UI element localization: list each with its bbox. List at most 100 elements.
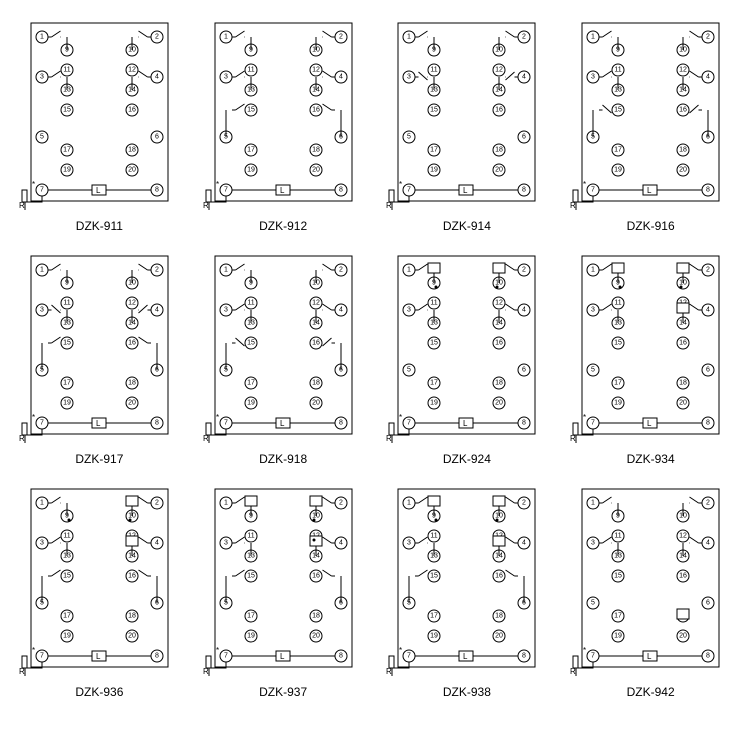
- model-label: DZK-914: [443, 219, 491, 233]
- svg-text:15: 15: [430, 573, 438, 580]
- svg-text:1: 1: [591, 34, 595, 41]
- svg-text:7: 7: [591, 187, 595, 194]
- svg-text:18: 18: [495, 613, 503, 620]
- svg-text:20: 20: [312, 633, 320, 640]
- svg-text:1: 1: [591, 267, 595, 274]
- svg-text:*: *: [399, 413, 402, 422]
- diagram-svg: 1357246891113151719101214161820R*L: [201, 481, 366, 681]
- svg-text:16: 16: [679, 107, 687, 114]
- svg-text:*: *: [32, 413, 35, 422]
- svg-text:6: 6: [522, 367, 526, 374]
- svg-text:11: 11: [63, 300, 70, 307]
- svg-text:8: 8: [706, 187, 710, 194]
- svg-text:20: 20: [495, 167, 503, 174]
- svg-text:19: 19: [247, 167, 255, 174]
- relay-diagram: 1357246891113151719101214161820R*LDZK-93…: [199, 481, 368, 699]
- svg-text:3: 3: [407, 540, 411, 547]
- svg-text:17: 17: [63, 613, 71, 620]
- svg-text:18: 18: [679, 147, 687, 154]
- svg-text:2: 2: [339, 34, 343, 41]
- svg-text:1: 1: [224, 267, 228, 274]
- svg-text:16: 16: [679, 573, 687, 580]
- svg-text:3: 3: [407, 74, 411, 81]
- svg-text:L: L: [463, 186, 468, 195]
- svg-text:*: *: [216, 646, 219, 655]
- svg-text:L: L: [280, 419, 285, 428]
- svg-text:2: 2: [522, 34, 526, 41]
- svg-text:20: 20: [312, 167, 320, 174]
- svg-text:5: 5: [407, 134, 411, 141]
- relay-diagram: 1357246891113151719101214161820R*LDZK-91…: [566, 15, 735, 233]
- relay-diagram: 1357246891113151719101214161820R*LDZK-91…: [15, 15, 184, 233]
- svg-text:16: 16: [312, 340, 320, 347]
- svg-text:4: 4: [706, 540, 710, 547]
- svg-text:1: 1: [40, 500, 44, 507]
- svg-text:7: 7: [591, 420, 595, 427]
- svg-text:8: 8: [155, 420, 159, 427]
- svg-text:16: 16: [495, 573, 503, 580]
- svg-text:8: 8: [339, 420, 343, 427]
- svg-text:8: 8: [522, 420, 526, 427]
- diagram-svg: 1357246891113151719101214161820R*L: [384, 15, 549, 215]
- svg-text:1: 1: [40, 267, 44, 274]
- svg-text:*: *: [399, 180, 402, 189]
- svg-text:1: 1: [407, 34, 411, 41]
- svg-text:2: 2: [706, 34, 710, 41]
- svg-text:20: 20: [679, 633, 687, 640]
- svg-text:20: 20: [128, 400, 136, 407]
- svg-text:2: 2: [339, 500, 343, 507]
- svg-text:11: 11: [247, 533, 254, 540]
- model-label: DZK-924: [443, 452, 491, 466]
- svg-text:*: *: [583, 180, 586, 189]
- svg-text:7: 7: [40, 420, 44, 427]
- model-label: DZK-917: [75, 452, 123, 466]
- svg-text:L: L: [280, 186, 285, 195]
- svg-text:19: 19: [63, 400, 71, 407]
- svg-text:20: 20: [128, 633, 136, 640]
- svg-text:1: 1: [407, 267, 411, 274]
- model-label: DZK-934: [627, 452, 675, 466]
- svg-text:1: 1: [224, 34, 228, 41]
- svg-text:L: L: [647, 419, 652, 428]
- svg-text:3: 3: [40, 540, 44, 547]
- svg-text:17: 17: [614, 147, 622, 154]
- svg-text:3: 3: [591, 540, 595, 547]
- svg-text:16: 16: [679, 340, 687, 347]
- svg-text:19: 19: [430, 400, 438, 407]
- svg-text:17: 17: [430, 613, 438, 620]
- svg-text:4: 4: [339, 540, 343, 547]
- svg-text:19: 19: [614, 633, 622, 640]
- model-label: DZK-918: [259, 452, 307, 466]
- svg-text:19: 19: [63, 633, 71, 640]
- svg-text:L: L: [280, 652, 285, 661]
- svg-text:*: *: [399, 646, 402, 655]
- svg-text:2: 2: [155, 500, 159, 507]
- model-label: DZK-937: [259, 685, 307, 699]
- svg-text:17: 17: [247, 147, 255, 154]
- svg-text:2: 2: [155, 34, 159, 41]
- svg-text:6: 6: [706, 367, 710, 374]
- svg-text:17: 17: [430, 147, 438, 154]
- svg-text:12: 12: [679, 533, 687, 540]
- diagram-svg: 1357246891113151719101214161820R*L: [201, 248, 366, 448]
- relay-diagram: 1357246891113151719101214161820R*LDZK-91…: [199, 15, 368, 233]
- svg-text:11: 11: [614, 533, 621, 540]
- svg-text:11: 11: [63, 67, 70, 74]
- svg-text:16: 16: [128, 340, 136, 347]
- svg-text:L: L: [463, 419, 468, 428]
- svg-text:18: 18: [312, 147, 320, 154]
- diagram-svg: 1357246891113151719101214161820R*L: [568, 481, 733, 681]
- svg-text:4: 4: [522, 540, 526, 547]
- svg-text:16: 16: [495, 340, 503, 347]
- svg-text:18: 18: [312, 380, 320, 387]
- svg-text:15: 15: [247, 107, 255, 114]
- relay-diagram: 1357246891113151719101214161820R*LDZK-94…: [566, 481, 735, 699]
- svg-text:1: 1: [224, 500, 228, 507]
- svg-text:11: 11: [63, 533, 70, 540]
- svg-text:8: 8: [155, 187, 159, 194]
- svg-text:17: 17: [247, 613, 255, 620]
- svg-text:12: 12: [495, 67, 503, 74]
- svg-text:18: 18: [128, 380, 136, 387]
- relay-diagram: 1357246891113151719101214161820R*LDZK-93…: [15, 481, 184, 699]
- svg-text:18: 18: [128, 613, 136, 620]
